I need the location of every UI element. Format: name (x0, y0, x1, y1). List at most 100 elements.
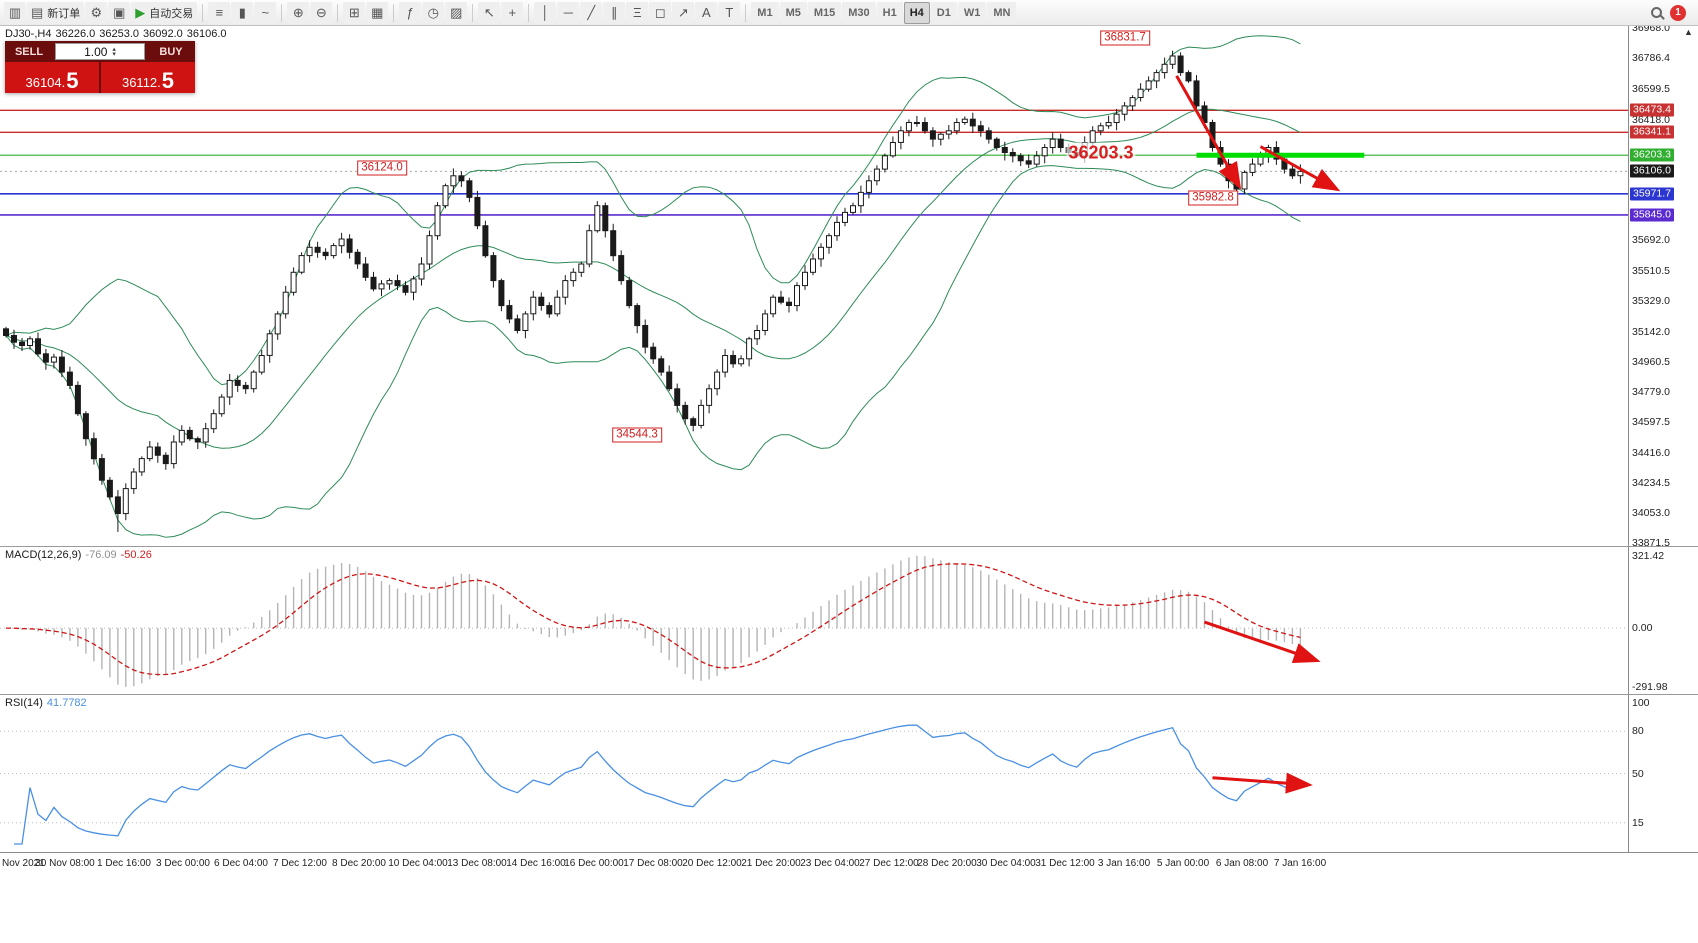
toolbar-separator (393, 3, 395, 22)
time-axis[interactable]: Nov 2021 30 Nov 08:00 1 Dec 16:00 3 Dec 00:… (0, 852, 1698, 874)
price-axis[interactable]: ▲ 36968.0 36786.4 36599.5 36418.0 35692.0 355… (1628, 26, 1698, 546)
line-chart-icon: ~ (261, 5, 270, 20)
fibonacci-button[interactable]: Ξ (626, 1, 649, 24)
timeframe-m1-button[interactable]: M1 (751, 1, 779, 24)
timeframe-m30-button[interactable]: M30 (842, 1, 876, 24)
zoom-in-button[interactable]: ⊕ (287, 1, 310, 24)
candlestick-chart-button[interactable]: ▮ (231, 1, 254, 24)
sell-price-dot: . (61, 75, 66, 90)
channel-button[interactable]: ∥ (603, 1, 626, 24)
trend-arrows[interactable] (1175, 75, 1341, 192)
rsi-axis[interactable]: 100 80 50 15 (1628, 695, 1698, 852)
crosshair-button[interactable]: + (501, 1, 524, 24)
shapes-icon: ◻ (654, 4, 666, 20)
timeframe-m15-button[interactable]: M15 (807, 1, 842, 24)
timeframe-w1-button[interactable]: W1 (957, 1, 987, 24)
notification-badge[interactable]: 1 (1670, 4, 1686, 21)
rsi-arrow[interactable] (1212, 772, 1313, 794)
macd-histogram (13, 555, 1302, 687)
new-chart-button[interactable]: ▥ (4, 1, 26, 24)
horizontal-line-button[interactable]: ─ (557, 1, 580, 24)
rsi-plot-svg[interactable] (0, 695, 1628, 852)
volume-input[interactable]: 1.00 ▴ ▾ (55, 43, 145, 60)
candlestick-chart[interactable]: DJ30-,H4 36226.0 36253.0 36092.0 36106.0 SEL… (0, 26, 1628, 546)
periods-button[interactable]: ◷ (422, 1, 445, 24)
price-callout[interactable]: 36124.0 (357, 160, 407, 176)
timeframe-m5-button[interactable]: M5 (779, 1, 807, 24)
chart-profile-icon: ▣ (113, 4, 126, 20)
price-tick-highlighted: 36203.3 (1630, 148, 1674, 162)
price-tick: 34053.0 (1632, 507, 1670, 519)
script-button[interactable]: ⚙ (85, 1, 108, 24)
big-price-label[interactable]: 36203.3 (1066, 142, 1136, 164)
vertical-line-icon: │ (541, 5, 550, 20)
sell-price-frac: 5 (66, 68, 79, 93)
auto-arrange-button[interactable]: ▦ (366, 1, 389, 24)
macd-axis[interactable]: 321.42 0.00 -291.98 (1628, 547, 1698, 694)
price-tick: 35510.5 (1632, 265, 1670, 277)
trendline-button[interactable]: ╱ (580, 1, 603, 24)
vertical-line-button[interactable]: │ (534, 1, 557, 24)
price-tick-highlighted: 36106.0 (1630, 164, 1674, 178)
timeframe-h1-button[interactable]: H1 (876, 1, 903, 24)
indicators-button[interactable]: ƒ (399, 1, 422, 24)
rsi-plot[interactable]: RSI(14) 41.7782 (0, 695, 1628, 852)
tile-windows-button[interactable]: ⊞ (343, 1, 366, 24)
rsi-label: RSI(14) 41.7782 (5, 697, 91, 709)
price-callout[interactable]: 35982.8 (1188, 190, 1238, 206)
cursor-button[interactable]: ↖ (478, 1, 501, 24)
sell-price-button[interactable]: 36104. 5 (5, 62, 99, 93)
new-order-button[interactable]: ▤ 新订单 (27, 1, 85, 24)
volume-spinner: ▴ ▾ (112, 45, 116, 58)
volume-value: 1.00 (84, 44, 108, 59)
macd-panel: MACD(12,26,9) -76.09 -50.26 321.42 0.00 -291… (0, 546, 1698, 694)
toolbar-separator (472, 3, 474, 22)
sell-price-main: 36104 (25, 75, 62, 90)
price-callout[interactable]: 36831.7 (1100, 30, 1150, 46)
candlestick-chart-icon: ▮ (238, 4, 246, 20)
bar-chart-button[interactable]: ≡ (208, 1, 231, 24)
price-tick-highlighted: 36341.1 (1630, 125, 1674, 139)
price-tick-highlighted: 36473.4 (1630, 103, 1674, 117)
volume-down-icon[interactable]: ▾ (112, 50, 116, 58)
volume-up-icon[interactable]: ▴ (112, 45, 116, 53)
macd-arrow[interactable] (1204, 620, 1321, 664)
horizontal-level-lines[interactable] (0, 109, 1628, 216)
ohlc-open: 36226.0 (55, 28, 96, 40)
time-tick: 10 Dec 04:00 (388, 858, 448, 869)
candles-layer (3, 50, 1304, 532)
cursor-icon: ↖ (483, 4, 495, 20)
line-chart-button[interactable]: ~ (254, 1, 277, 24)
axis-scroll-up-icon[interactable]: ▲ (1684, 27, 1693, 37)
price-callout[interactable]: 34544.3 (612, 427, 662, 443)
arrow-tool-button[interactable]: ↗ (672, 1, 695, 24)
buy-button[interactable]: BUY (147, 41, 195, 62)
auto-trading-button[interactable]: ▶ 自动交易 (131, 1, 198, 24)
candlestick-plot-svg[interactable] (0, 26, 1628, 546)
bottom-filler (0, 874, 1698, 943)
buy-price-dot: . (157, 75, 161, 90)
chart-profile-button[interactable]: ▣ (108, 1, 131, 24)
timeframe-d1-button[interactable]: D1 (930, 1, 957, 24)
shapes-button[interactable]: ◻ (649, 1, 672, 24)
periods-icon: ◷ (427, 4, 439, 20)
macd-plot-svg[interactable] (0, 547, 1628, 694)
text-label-button[interactable]: T (718, 1, 741, 24)
macd-plot[interactable]: MACD(12,26,9) -76.09 -50.26 (0, 547, 1628, 694)
text-tool-button[interactable]: A (695, 1, 718, 24)
trade-widget-prices: 36104. 5 36112. 5 (5, 62, 195, 93)
toolbar-separator (745, 3, 747, 22)
auto-arrange-icon: ▦ (371, 4, 384, 20)
arrow-tool-icon: ↗ (677, 4, 689, 20)
new-chart-icon: ▥ (8, 4, 22, 20)
buy-price-button[interactable]: 36112. 5 (99, 62, 195, 93)
timeframe-h4-button[interactable]: H4 (903, 1, 930, 24)
sell-button[interactable]: SELL (5, 41, 53, 62)
text-tool-icon: A (701, 5, 711, 20)
templates-button[interactable]: ▨ (445, 1, 468, 24)
timeframe-mn-button[interactable]: MN (987, 1, 1017, 24)
time-tick: 30 Nov 08:00 (35, 858, 95, 869)
zoom-out-button[interactable]: ⊖ (310, 1, 333, 24)
price-tick-highlighted: 35971.7 (1630, 187, 1674, 201)
search-icon[interactable] (1651, 7, 1662, 18)
